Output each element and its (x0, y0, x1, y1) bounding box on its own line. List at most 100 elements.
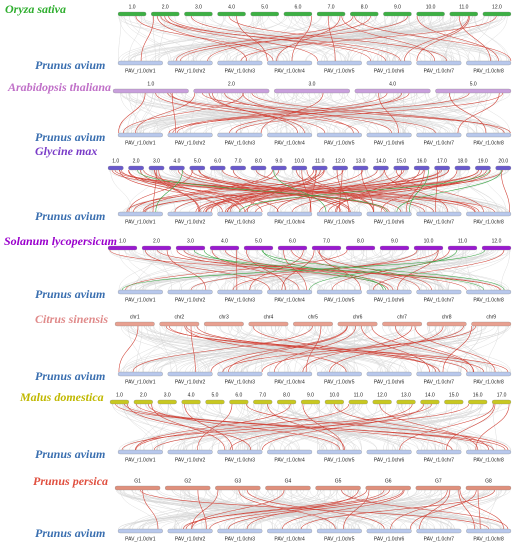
synteny-link (347, 15, 399, 62)
chromosome (466, 371, 512, 377)
synteny-link (250, 169, 466, 213)
synteny-link (200, 15, 429, 62)
chromosome (316, 11, 346, 17)
chromosome (265, 485, 311, 491)
synteny-link (384, 169, 448, 213)
synteny-link (118, 249, 162, 291)
chromosome-label: 10.0 (426, 4, 436, 10)
chromosome (465, 485, 512, 491)
chromosome (141, 245, 172, 251)
synteny-link (270, 403, 477, 451)
synteny-link (124, 249, 400, 291)
synteny-link (325, 169, 498, 213)
chromosome (112, 88, 189, 94)
chromosome (217, 11, 246, 17)
synteny-link (196, 325, 440, 373)
chromosome (229, 399, 249, 405)
species-name: Citrus sinensis (35, 312, 108, 326)
synteny-link (139, 489, 278, 530)
chromosome-label: 5.0 (194, 158, 201, 164)
chromosome-label: PAV_r1.0chr8 (473, 379, 504, 385)
chromosome (382, 321, 423, 327)
chromosome (181, 399, 201, 405)
chromosome-label: PAV_r1.0chr6 (374, 536, 405, 542)
chromosome-label: 2.0 (153, 238, 160, 244)
chromosome (167, 289, 213, 295)
chromosome-label: PAV_r1.0chr4 (274, 379, 305, 385)
chromosome-label: PAV_r1.0chr3 (225, 68, 256, 74)
synteny-link (171, 325, 323, 373)
synteny-link (203, 489, 259, 530)
synteny-link (383, 403, 428, 451)
synteny-link (236, 15, 268, 62)
synteny-link (136, 92, 323, 134)
synteny-link (271, 325, 347, 373)
chromosome-label: 4.0 (221, 238, 228, 244)
synteny-link (385, 15, 458, 62)
synteny-link (457, 92, 500, 134)
synteny-link (458, 489, 475, 530)
synteny-link (405, 92, 417, 134)
synteny-link (239, 169, 490, 213)
synteny-link (245, 489, 491, 530)
synteny-link (193, 249, 245, 291)
synteny-link (154, 169, 201, 213)
synteny-link (118, 325, 139, 373)
synteny-link (379, 403, 479, 451)
synteny-link (425, 92, 457, 134)
synteny-link (179, 249, 250, 291)
synteny-link (132, 249, 278, 291)
species-name: Oryza sativa (5, 2, 66, 16)
synteny-link (246, 489, 385, 530)
synteny-link (425, 169, 459, 213)
synteny-link (436, 92, 478, 134)
chromosome-label: 6.0 (235, 392, 242, 398)
chromosome-label: 20.0 (498, 158, 508, 164)
chromosome-label: PAV_r1.0chr5 (324, 457, 355, 463)
synteny-link (226, 169, 449, 213)
synteny-link (183, 92, 466, 134)
synteny-link (145, 169, 441, 213)
chromosome (345, 245, 376, 251)
chromosome (316, 449, 362, 455)
synteny-link (132, 489, 180, 530)
chromosome-label: PAV_r1.0chr1 (125, 68, 156, 74)
chromosome-label: PAV_r1.0chr3 (225, 140, 256, 146)
synteny-link (402, 403, 410, 451)
synteny-link (130, 249, 324, 291)
links (118, 325, 511, 373)
synteny-link (319, 403, 480, 451)
chromosome-label: G2 (184, 478, 191, 484)
chromosome (332, 165, 348, 171)
chromosome (253, 399, 273, 405)
chromosome (366, 449, 412, 455)
chromosome-label: PAV_r1.0chr7 (424, 68, 455, 74)
synteny-link (183, 489, 385, 530)
chromosome (352, 165, 369, 171)
synteny-link (246, 169, 317, 213)
synteny-link (183, 249, 467, 291)
chromosome-label: 4.0 (173, 158, 180, 164)
synteny-link (361, 325, 430, 373)
synteny-link (184, 325, 347, 373)
synteny-link (229, 169, 325, 213)
chromosome (215, 485, 261, 491)
synteny-link (442, 169, 477, 213)
chromosome (167, 449, 213, 455)
synteny-link (239, 403, 280, 451)
chromosome (354, 88, 431, 94)
chromosome-label: 4.0 (389, 81, 396, 87)
synteny-link (135, 15, 194, 62)
chromosome-label: PAV_r1.0chr3 (225, 536, 256, 542)
chromosome (267, 60, 313, 66)
synteny-link (459, 489, 504, 530)
synteny-link (392, 403, 459, 451)
chromosome-label: 8.0 (283, 392, 290, 398)
synteny-link (150, 169, 176, 213)
chromosome (184, 11, 213, 17)
chromosome (217, 60, 263, 66)
chromosome-label: chr7 (397, 314, 407, 320)
chromosome-label: 13.0 (356, 158, 366, 164)
synteny-link (238, 489, 336, 530)
synteny-link (275, 15, 332, 62)
